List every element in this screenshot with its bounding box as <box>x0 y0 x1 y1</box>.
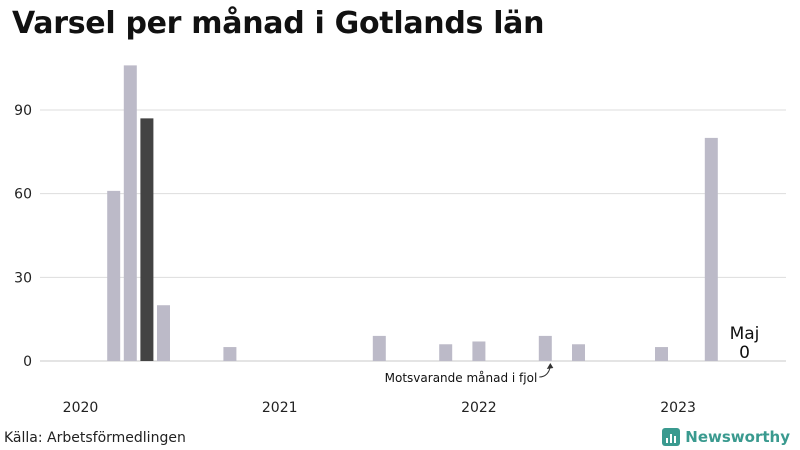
latest-value-label: 0 <box>739 343 750 363</box>
bar <box>538 335 552 361</box>
x-axis-ticks: 2020 2021 2022 2023 <box>63 400 696 416</box>
y-tick-label: 90 <box>14 103 32 119</box>
latest-month-label: Maj <box>730 324 760 344</box>
x-tick-label: 2022 <box>461 400 497 416</box>
bar <box>704 137 718 361</box>
bar <box>157 305 170 361</box>
bar <box>223 347 237 361</box>
bar-highlighted <box>140 118 154 361</box>
bar <box>655 347 668 361</box>
y-tick-label: 60 <box>14 187 32 203</box>
x-tick-label: 2020 <box>63 400 99 416</box>
bar <box>472 341 486 361</box>
bar <box>372 335 386 361</box>
y-tick-label: 30 <box>14 270 32 286</box>
source-note: Källa: Arbetsförmedlingen <box>4 430 186 446</box>
bar <box>123 65 137 361</box>
bar <box>107 190 121 361</box>
bar <box>572 344 585 361</box>
bar <box>439 344 453 361</box>
previous-year-annotation: Motsvarande månad i fjol <box>385 371 538 385</box>
x-tick-label: 2023 <box>660 400 696 416</box>
newsworthy-logo-icon <box>662 428 681 446</box>
bars <box>107 65 718 361</box>
chart-title: Varsel per månad i Gotlands län <box>12 6 545 41</box>
x-tick-label: 2021 <box>262 400 298 416</box>
y-axis-ticks: 0 30 60 90 <box>14 103 32 370</box>
y-tick-label: 0 <box>23 354 32 370</box>
brand-logo: Newsworthy <box>662 428 790 446</box>
brand-name: Newsworthy <box>685 428 790 446</box>
annotation-arrowhead <box>546 363 554 369</box>
